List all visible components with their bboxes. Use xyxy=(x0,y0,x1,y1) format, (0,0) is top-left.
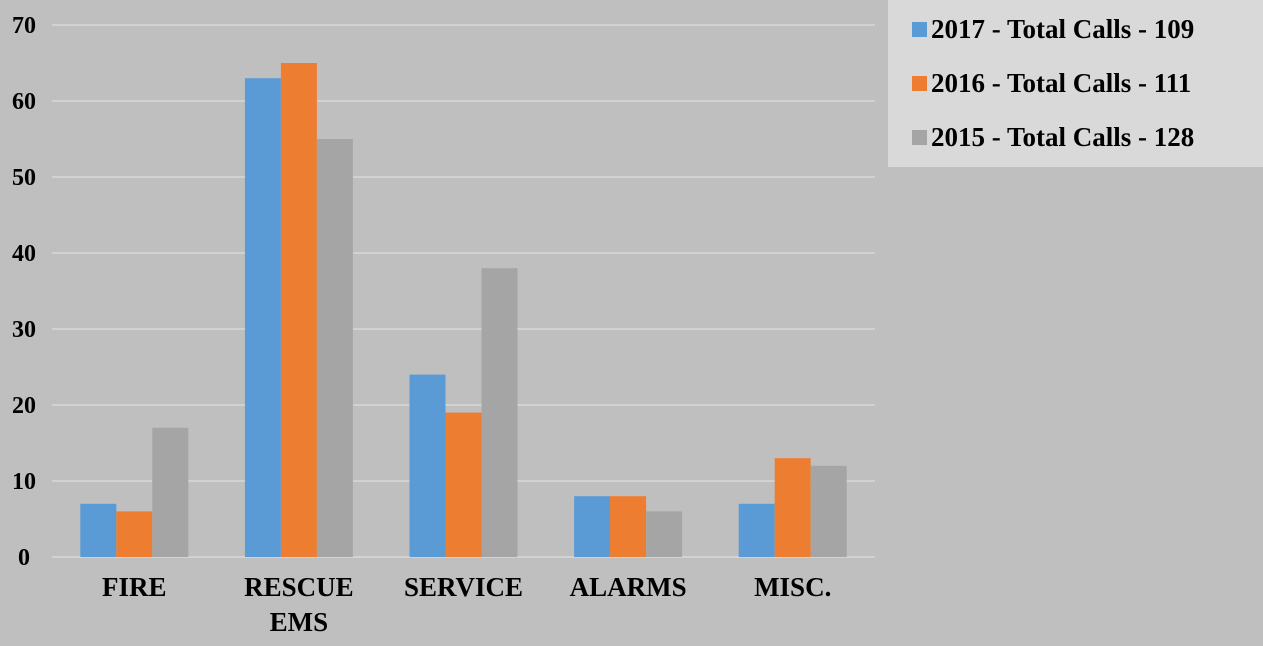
x-category-label: RESCUE xyxy=(244,572,354,602)
legend-swatch-2016 xyxy=(912,75,927,91)
bar xyxy=(610,496,647,557)
y-tick-label: 20 xyxy=(12,393,36,419)
bar xyxy=(810,465,847,557)
y-tick-label: 40 xyxy=(12,241,36,267)
bar xyxy=(280,63,317,557)
legend-item-2015: 2015 - Total Calls - 128 xyxy=(912,120,1194,154)
legend-item-2017: 2017 - Total Calls - 109 xyxy=(912,12,1194,46)
bar xyxy=(445,412,482,557)
legend-label-2016: 2016 - Total Calls - 111 xyxy=(931,67,1192,98)
y-tick-label: 30 xyxy=(12,317,36,343)
bar xyxy=(409,374,446,557)
bar xyxy=(574,496,611,557)
bar xyxy=(244,78,281,557)
y-axis-ticks: 0 10 20 30 40 50 60 70 xyxy=(12,13,36,571)
bar xyxy=(481,268,518,557)
x-axis-categories: FIRE RESCUE EMS SERVICE ALARMS MISC. xyxy=(102,572,831,637)
bar xyxy=(738,503,775,557)
y-tick-label: 60 xyxy=(12,89,36,115)
x-category-label: ALARMS xyxy=(570,572,687,602)
gridlines xyxy=(52,24,875,558)
x-category-label: FIRE xyxy=(102,572,167,602)
bar xyxy=(774,458,811,557)
legend-item-2016: 2016 - Total Calls - 111 xyxy=(912,66,1191,100)
x-category-label: SERVICE xyxy=(404,572,523,602)
y-tick-label: 0 xyxy=(18,545,30,571)
bar xyxy=(316,139,353,557)
y-tick-label: 10 xyxy=(12,469,36,495)
y-tick-label: 70 xyxy=(12,13,36,39)
legend-swatch-2015 xyxy=(912,129,927,145)
bars xyxy=(80,63,847,557)
bar xyxy=(646,511,683,557)
y-tick-label: 50 xyxy=(12,165,36,191)
legend-swatch-2017 xyxy=(912,21,927,37)
legend-label-2017: 2017 - Total Calls - 109 xyxy=(931,13,1195,44)
x-category-label: MISC. xyxy=(754,572,831,602)
bar xyxy=(152,427,189,557)
legend-label-2015: 2015 - Total Calls - 128 xyxy=(931,121,1195,152)
x-category-label: EMS xyxy=(270,607,329,637)
bar xyxy=(80,503,117,557)
bar xyxy=(116,511,153,557)
legend: 2017 - Total Calls - 109 2016 - Total Ca… xyxy=(888,0,1263,167)
